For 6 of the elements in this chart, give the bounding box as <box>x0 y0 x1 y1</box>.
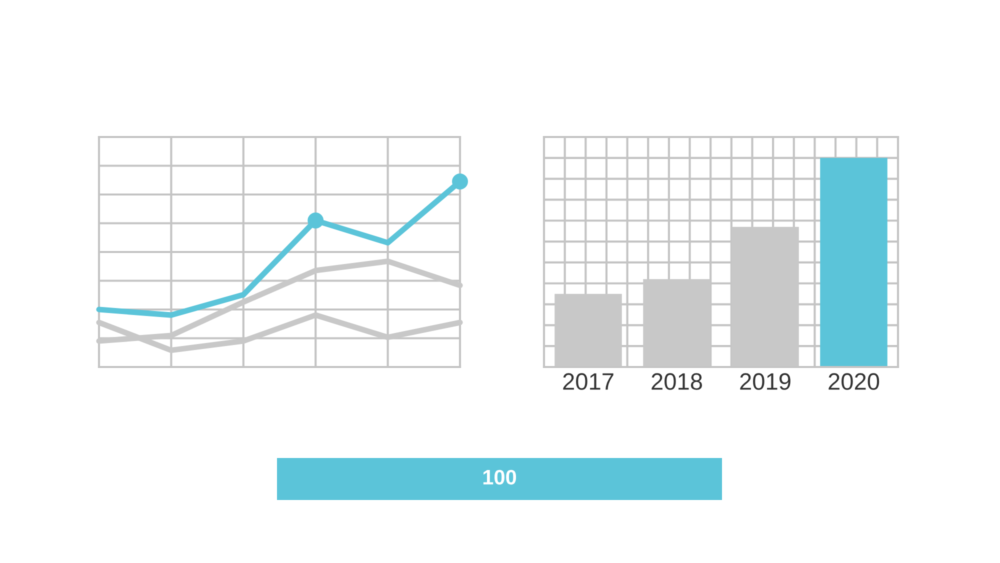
bar <box>820 158 888 367</box>
text: 100 <box>483 470 516 485</box>
x-tick-label: 2017 <box>563 373 614 390</box>
x-tick-label: 2018 <box>652 373 702 390</box>
x-tick-label: 2019 <box>740 373 790 390</box>
x-tick-label: 2020 <box>828 373 880 390</box>
